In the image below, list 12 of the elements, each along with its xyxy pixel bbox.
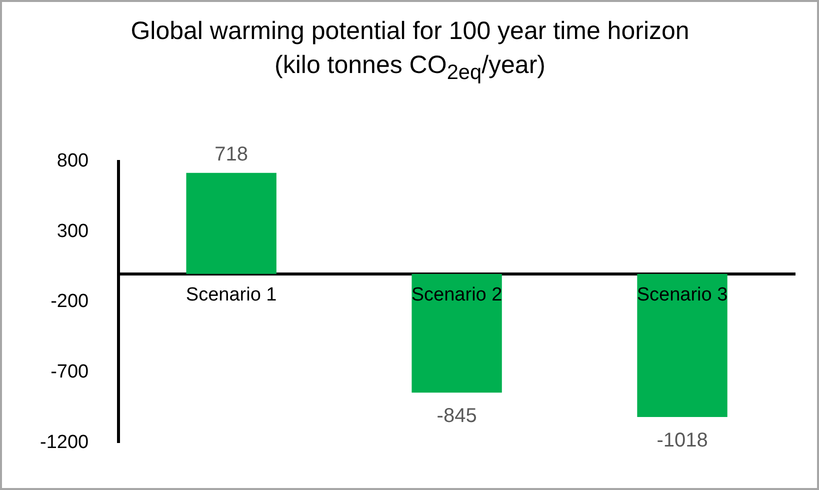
y-tick-label: -1200 xyxy=(40,432,89,453)
y-tick-label: -700 xyxy=(50,362,89,383)
data-label: 718 xyxy=(214,143,248,166)
x-tick-label: Scenario 2 xyxy=(411,284,502,306)
chart-title: Global warming potential for 100 year time horizon (kilo tonnes CO$_{2eq}$/year) xyxy=(130,16,690,86)
x-tick-label: Scenario 3 xyxy=(636,284,728,306)
y-tick-label: 300 xyxy=(56,220,89,242)
data-label: -845 xyxy=(436,405,477,428)
y-tick-label: 800 xyxy=(56,150,89,172)
data-label: -1018 xyxy=(656,430,708,452)
x-tick-label: Scenario 1 xyxy=(186,284,277,306)
y-tick-label: -200 xyxy=(50,291,89,312)
